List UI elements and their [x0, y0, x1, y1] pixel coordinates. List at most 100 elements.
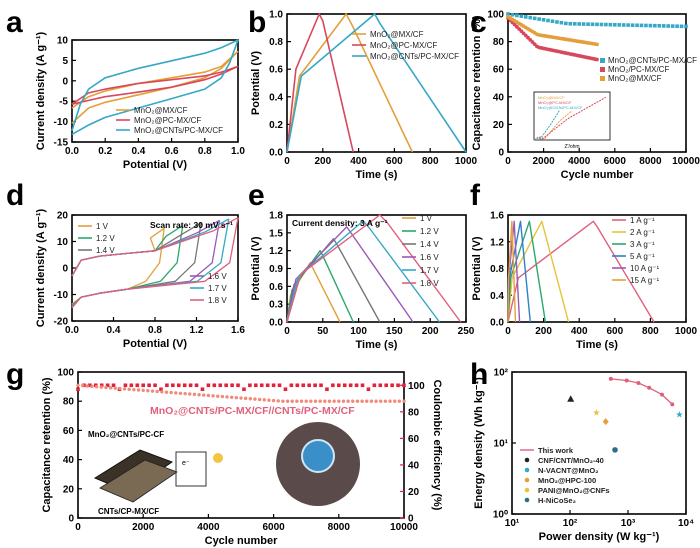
- x-tick-label: 100: [350, 326, 367, 337]
- y-tick-label: 1.5: [269, 228, 283, 239]
- gcd-curve-2 A g⁻¹: [507, 220, 570, 323]
- retention-point: [118, 386, 122, 391]
- legend-label: 5 A g⁻¹: [630, 252, 655, 261]
- x-tick-label: 2000: [132, 522, 155, 533]
- retention-point: [559, 20, 564, 25]
- legend-label: MnO₂@MX/CF: [608, 74, 662, 83]
- y-tick-label: 10: [57, 36, 69, 47]
- coulombic-point: [188, 383, 193, 388]
- legend-marker: [524, 477, 530, 483]
- x-tick-label: 0.4: [107, 325, 121, 336]
- retention-point: [295, 399, 299, 403]
- retention-point: [630, 23, 635, 27]
- retention-point: [595, 22, 599, 27]
- y-tick-label: 20: [57, 211, 69, 222]
- retention-point: [323, 399, 327, 403]
- retention-point: [299, 399, 304, 403]
- retention-point: [374, 399, 378, 403]
- legend-label: 1 A g⁻¹: [630, 216, 655, 225]
- retention-point: [365, 399, 369, 403]
- coulombic-point: [289, 383, 294, 388]
- retention-point: [113, 386, 117, 390]
- y-tick-label: 60: [493, 65, 505, 76]
- y2-tick-label: 0: [408, 514, 414, 525]
- retention-point: [108, 386, 113, 390]
- x-tick-label: 0: [505, 326, 511, 337]
- retention-point: [572, 22, 577, 26]
- y-tick-label: 0.6: [269, 282, 283, 293]
- retention-point: [402, 399, 406, 403]
- x-tick-label: 600: [386, 156, 403, 167]
- y-tick-label: -5: [59, 97, 68, 108]
- legend-marker: [524, 457, 530, 463]
- x-tick-label: 1.0: [231, 146, 245, 157]
- retention-point: [304, 399, 308, 403]
- y-axis-title: Capacitance retention (%): [41, 377, 53, 512]
- retention-point: [127, 387, 131, 391]
- coulombic-point: [200, 387, 205, 392]
- legend-label: 1.8 V: [420, 279, 439, 288]
- retention-point: [653, 23, 657, 28]
- coulombic-point: [360, 383, 365, 388]
- coulombic-point: [159, 387, 163, 392]
- coulombic-point: [165, 383, 169, 388]
- retention-point: [234, 395, 239, 400]
- retention-point: [285, 399, 290, 403]
- retention-point: [355, 399, 360, 403]
- retention-point: [202, 393, 206, 397]
- coulombic-point: [265, 383, 270, 388]
- retention-point: [360, 399, 364, 403]
- coulombic-point: [301, 383, 306, 388]
- panel-a-cv-chart: 0.0 0.2 0.4 0.6 0.8 1.0 -15 -10 -5 0 5 10 Potential …: [35, 31, 245, 171]
- legend-marker: [524, 487, 530, 493]
- cv-upper-MnO₂@PC-MX/CF: [71, 65, 239, 105]
- x-tick-label: 400: [571, 326, 588, 337]
- retention-point: [225, 395, 229, 399]
- y-axis-title: Potential (V): [250, 51, 262, 116]
- retention-point: [346, 399, 350, 403]
- coulombic-point: [147, 383, 151, 388]
- retention-point: [666, 24, 670, 28]
- panel-label-f: f: [470, 179, 481, 212]
- retention-point: [332, 399, 336, 403]
- legend-label: 1.6 V: [420, 253, 439, 262]
- ragone-point: [636, 380, 641, 385]
- retention-point: [506, 12, 510, 16]
- ragone-point: [659, 392, 664, 397]
- coulombic-point: [105, 383, 110, 388]
- legend-label: 15 A g⁻¹: [630, 276, 659, 285]
- coulombic-point: [307, 383, 311, 388]
- y-axis-title: Capacitance retention (%): [471, 15, 483, 150]
- x-tick-label: 10³: [621, 518, 636, 529]
- x-tick-label: 10¹: [505, 518, 520, 529]
- legend-label: MnO₂@MX/CF: [370, 30, 424, 39]
- coulombic-point: [283, 387, 288, 392]
- panel-c-cycling-chart: 0 2000 4000 6000 8000 10000 0 20 40 60 80 100 Cycle …: [471, 10, 700, 182]
- coulombic-point: [331, 383, 335, 388]
- coulombic-point: [218, 383, 223, 388]
- retention-point: [248, 397, 253, 401]
- x-axis-title: Time (s): [576, 339, 618, 351]
- y-axis-title: Current density (A g⁻¹): [35, 31, 47, 150]
- retention-point: [392, 399, 397, 403]
- coulombic-point: [129, 383, 134, 388]
- legend-label: MnO₂@HPC-100: [538, 476, 596, 485]
- retention-point: [136, 388, 141, 392]
- panel-label-c: c: [470, 6, 487, 39]
- y-tick-label: 10⁰: [493, 510, 508, 521]
- led-logo: [301, 439, 335, 473]
- retention-point: [524, 15, 528, 19]
- coulombic-point: [153, 383, 157, 388]
- legend-label: 1.8 V: [208, 296, 227, 305]
- retention-point: [581, 22, 586, 26]
- retention-point: [132, 387, 136, 392]
- gcd-curve-MnO₂@MX/CF: [286, 13, 414, 153]
- retention-point: [160, 390, 164, 394]
- y2-tick-label: 100: [408, 381, 425, 392]
- x-axis-title: Time (s): [356, 339, 398, 351]
- legend-label: MnO₂/PC-MX/CF: [608, 65, 669, 74]
- y-tick-label: 0.4: [269, 92, 283, 103]
- retention-point: [661, 24, 666, 28]
- legend-label: MnO₂@PC-MX/CF: [370, 41, 437, 50]
- retention-point: [537, 17, 541, 21]
